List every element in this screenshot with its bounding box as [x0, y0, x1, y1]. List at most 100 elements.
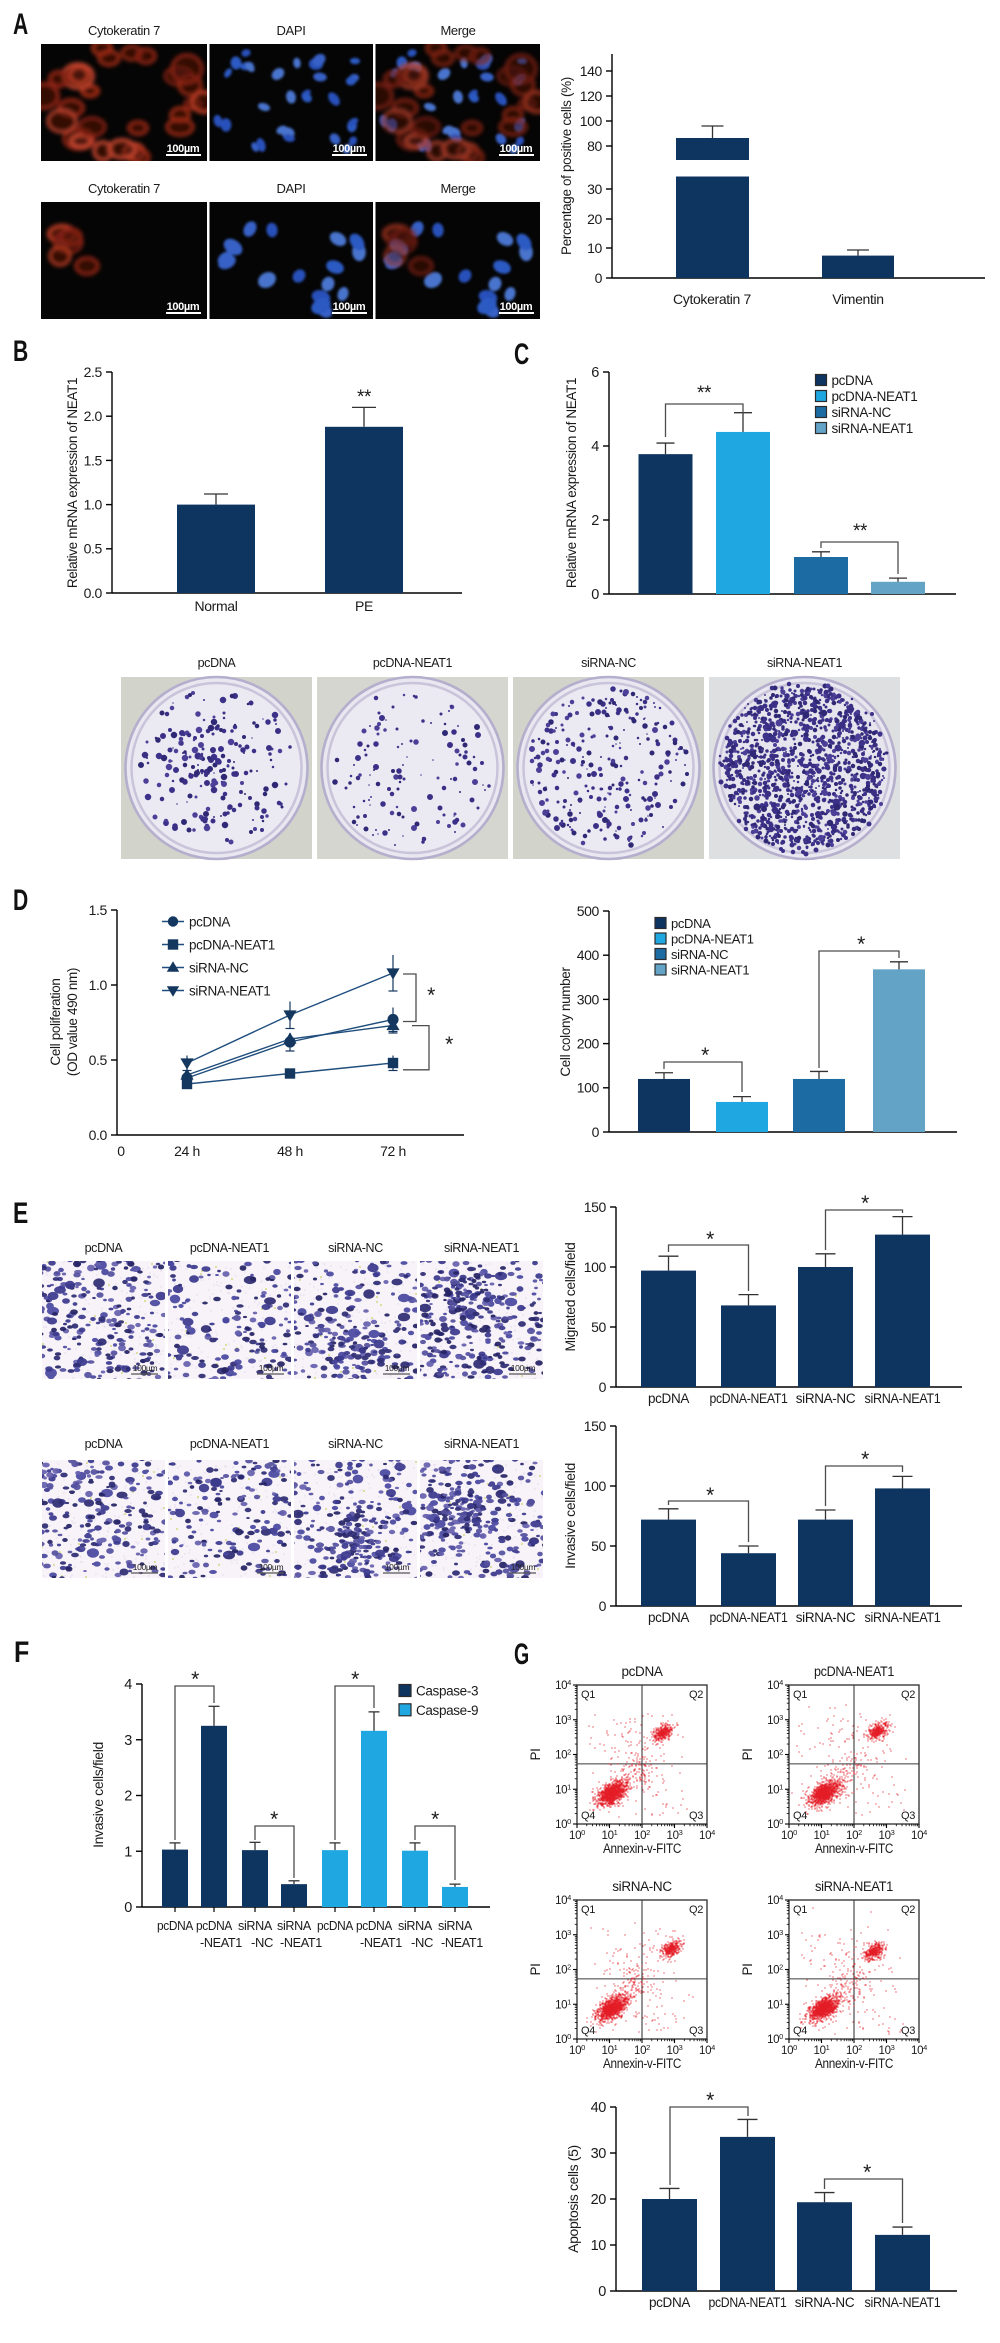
svg-text:1.0: 1.0 [84, 497, 103, 513]
svg-text:A: A [13, 8, 28, 41]
svg-text:DAPI: DAPI [277, 23, 306, 38]
svg-text:2: 2 [591, 513, 599, 529]
svg-text:400: 400 [577, 947, 600, 963]
svg-text:*: * [427, 984, 435, 1007]
svg-text:100µm: 100µm [500, 301, 533, 313]
svg-text:100: 100 [577, 1080, 600, 1096]
svg-text:Q2: Q2 [901, 1689, 915, 1701]
svg-text:siRNA: siRNA [438, 1918, 473, 1933]
svg-text:Q2: Q2 [901, 1904, 915, 1916]
svg-text:100µm: 100µm [133, 1562, 158, 1572]
svg-text:siRNA-NC: siRNA-NC [189, 960, 249, 975]
svg-text:siRNA-NEAT1: siRNA-NEAT1 [865, 1610, 941, 1625]
svg-text:2.5: 2.5 [84, 364, 103, 380]
svg-text:-NEAT1: -NEAT1 [200, 1935, 242, 1950]
svg-text:**: ** [357, 387, 372, 408]
svg-text:4: 4 [591, 439, 599, 455]
svg-text:Q4: Q4 [581, 1810, 595, 1822]
svg-text:*: * [857, 933, 865, 956]
svg-text:100µm: 100µm [167, 301, 200, 313]
svg-text:100: 100 [580, 113, 603, 129]
svg-text:siRNA-NC: siRNA-NC [671, 947, 728, 962]
svg-text:*: * [861, 1448, 869, 1471]
svg-text:siRNA-NC: siRNA-NC [612, 1879, 672, 1894]
svg-text:Annexin-v-FITC: Annexin-v-FITC [603, 2056, 682, 2071]
svg-text:-NEAT1: -NEAT1 [360, 1935, 402, 1950]
svg-text:30: 30 [591, 2146, 607, 2162]
svg-text:Q3: Q3 [689, 1810, 703, 1822]
svg-text:pcDNA: pcDNA [85, 1241, 124, 1255]
svg-text:Q4: Q4 [793, 1810, 807, 1822]
svg-text:*: * [351, 1668, 359, 1691]
svg-text:pcDNA: pcDNA [157, 1918, 194, 1933]
svg-text:DAPI: DAPI [277, 181, 306, 196]
svg-text:pcDNA: pcDNA [85, 1437, 124, 1451]
svg-text:Q3: Q3 [901, 1810, 915, 1822]
svg-text:Normal: Normal [194, 598, 237, 614]
svg-text:siRNA-NC: siRNA-NC [328, 1437, 383, 1451]
svg-text:0: 0 [595, 270, 603, 286]
svg-text:Caspase-3: Caspase-3 [416, 1684, 478, 1699]
svg-text:Relative mRNA expression of NE: Relative mRNA expression of NEAT1 [564, 378, 579, 588]
svg-text:100µm: 100µm [259, 1363, 284, 1373]
svg-text:100µm: 100µm [259, 1562, 284, 1572]
svg-text:*: * [445, 1033, 453, 1056]
svg-text:1: 1 [124, 1844, 132, 1860]
svg-text:48 h: 48 h [277, 1143, 303, 1159]
svg-text:Q3: Q3 [689, 2025, 703, 2037]
svg-text:pcDNA-NEAT1: pcDNA-NEAT1 [709, 2295, 787, 2310]
svg-text:pcDNA-NEAT1: pcDNA-NEAT1 [671, 931, 754, 946]
svg-text:0.5: 0.5 [84, 541, 103, 557]
svg-text:-NC: -NC [411, 1935, 433, 1950]
svg-text:0.0: 0.0 [89, 1127, 108, 1143]
svg-text:24 h: 24 h [174, 1143, 200, 1159]
svg-text:140: 140 [580, 63, 603, 79]
svg-text:*: * [701, 1044, 709, 1067]
svg-text:100µm: 100µm [133, 1363, 158, 1373]
svg-text:Q1: Q1 [793, 1689, 807, 1701]
svg-text:(OD value 490 nm): (OD value 490 nm) [65, 968, 80, 1076]
svg-text:0.0: 0.0 [84, 585, 103, 601]
svg-text:200: 200 [577, 1036, 600, 1052]
svg-text:-NEAT1: -NEAT1 [280, 1935, 322, 1950]
svg-text:**: ** [853, 521, 868, 542]
svg-text:0: 0 [124, 1900, 132, 1916]
svg-text:40: 40 [591, 2100, 607, 2116]
svg-text:B: B [13, 335, 28, 368]
svg-text:100µm: 100µm [385, 1363, 410, 1373]
svg-text:Invasive cells/field: Invasive cells/field [90, 1742, 106, 1848]
svg-text:*: * [861, 1192, 869, 1215]
svg-text:100µm: 100µm [511, 1562, 536, 1572]
svg-text:1.0: 1.0 [89, 977, 108, 993]
svg-text:pcDNA: pcDNA [649, 2295, 690, 2310]
svg-text:pcDNA-NEAT1: pcDNA-NEAT1 [710, 1610, 788, 1625]
svg-text:*: * [191, 1668, 199, 1691]
svg-text:pcDNA: pcDNA [832, 373, 873, 388]
svg-text:Q4: Q4 [581, 2025, 595, 2037]
svg-text:100µm: 100µm [500, 143, 533, 155]
svg-text:0: 0 [117, 1143, 125, 1159]
svg-text:1.5: 1.5 [84, 452, 103, 468]
svg-text:Percentage of positive cells (: Percentage of positive cells (%) [559, 77, 574, 255]
svg-text:siRNA-NEAT1: siRNA-NEAT1 [767, 656, 842, 670]
svg-text:C: C [514, 338, 529, 371]
svg-text:PI: PI [740, 1963, 755, 1975]
svg-text:*: * [431, 1808, 439, 1831]
svg-text:120: 120 [580, 88, 603, 104]
svg-text:siRNA-NEAT1: siRNA-NEAT1 [444, 1437, 519, 1451]
svg-text:PI: PI [528, 1748, 543, 1760]
svg-text:80: 80 [587, 138, 602, 154]
svg-text:30: 30 [587, 181, 602, 197]
svg-text:Annexin-v-FITC: Annexin-v-FITC [815, 1841, 894, 1856]
svg-text:siRNA-NEAT1: siRNA-NEAT1 [815, 1879, 893, 1894]
svg-text:2.0: 2.0 [84, 408, 103, 424]
svg-text:0.5: 0.5 [89, 1052, 108, 1068]
svg-text:300: 300 [577, 991, 600, 1007]
svg-text:10: 10 [587, 240, 602, 256]
svg-text:0: 0 [592, 1124, 600, 1140]
svg-text:siRNA-NC: siRNA-NC [795, 2295, 855, 2310]
svg-text:PI: PI [528, 1963, 543, 1975]
svg-text:F: F [14, 1636, 29, 1669]
svg-text:siRNA: siRNA [398, 1918, 433, 1933]
svg-text:Cytokeratin 7: Cytokeratin 7 [673, 291, 751, 307]
